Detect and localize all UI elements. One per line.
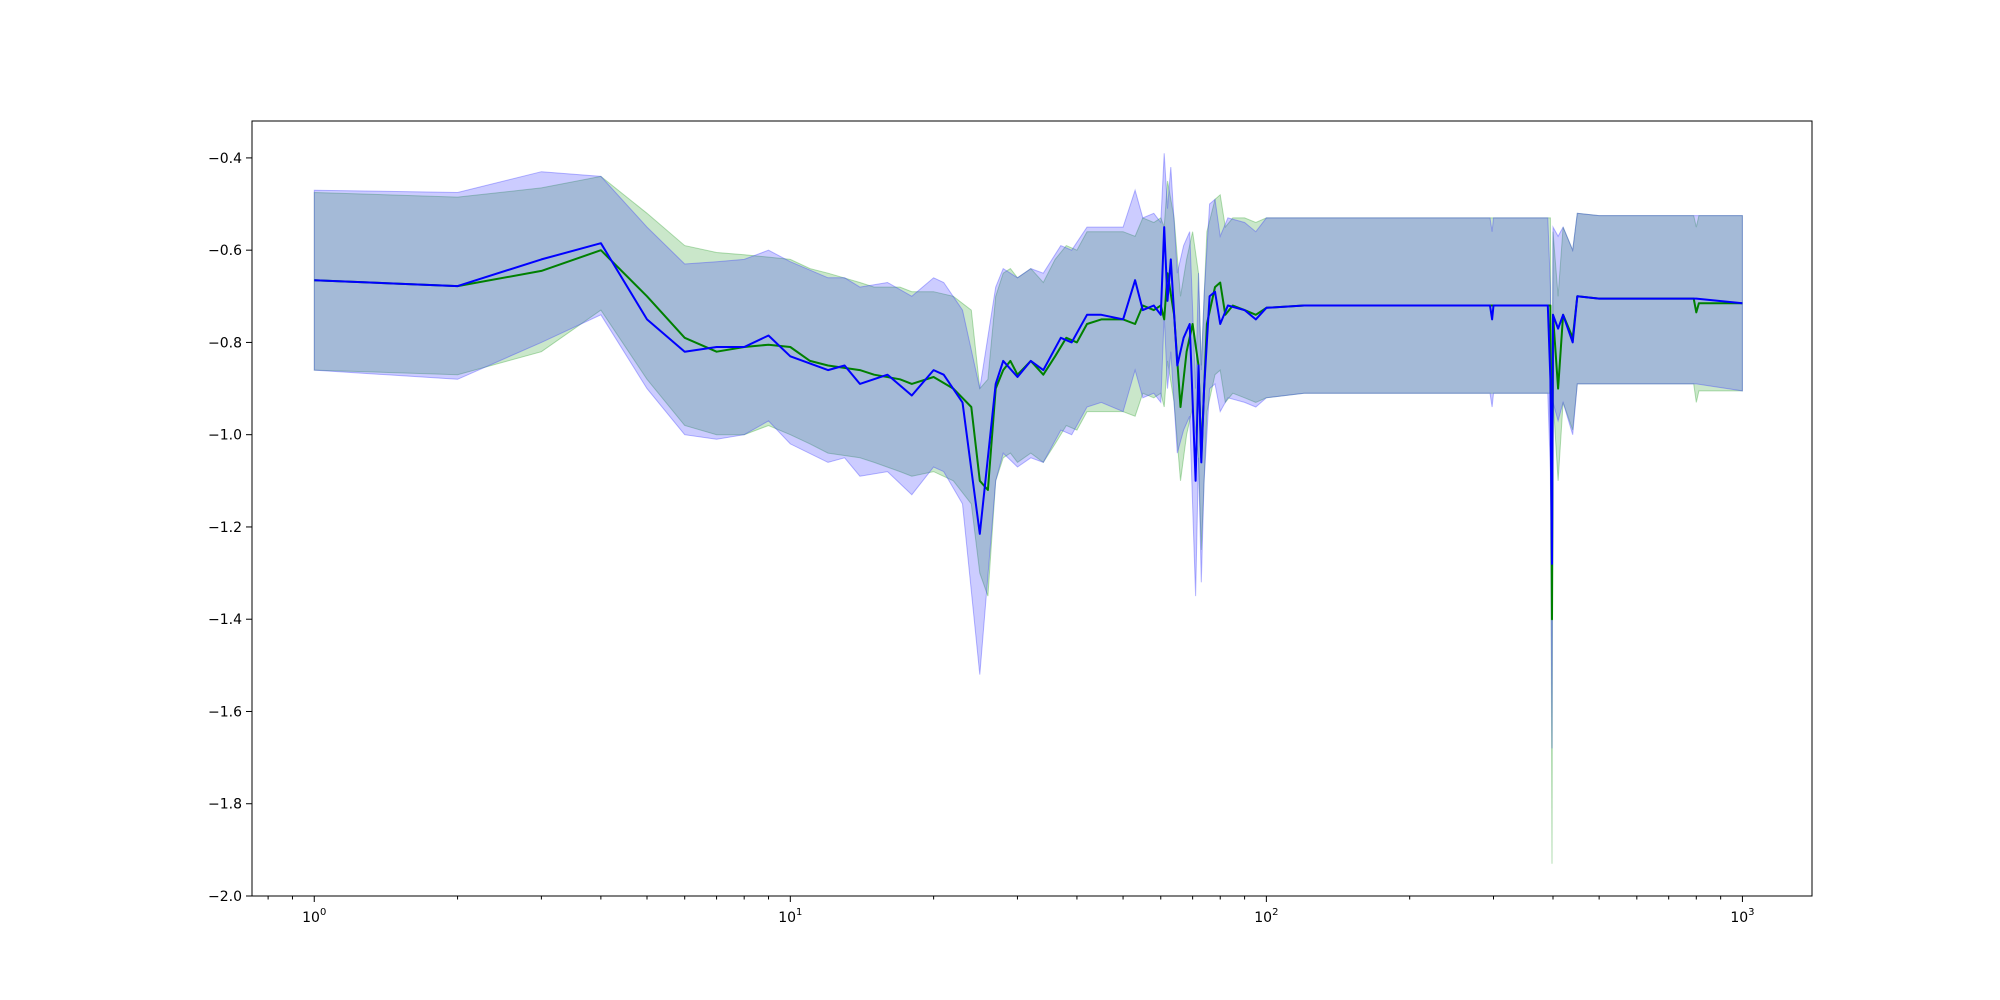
- y-tick-label: −1.2: [208, 520, 242, 536]
- x-tick-label: 103: [1730, 907, 1754, 926]
- series-lines: [314, 226, 1743, 621]
- x-tick-label: 102: [1254, 907, 1278, 926]
- y-tick-label: −1.8: [208, 797, 242, 813]
- x-tick-label: 100: [302, 907, 326, 926]
- x-axis: 100 101 102 103: [267, 896, 1755, 926]
- y-tick-label: −2.0: [208, 889, 242, 905]
- series-2-band: [313, 153, 1743, 749]
- y-tick-label: −0.8: [208, 335, 242, 351]
- plot-frame: [251, 120, 1813, 897]
- y-tick-label: −1.6: [208, 704, 242, 720]
- series-2-line: [314, 226, 1743, 565]
- confidence-bands: [313, 153, 1743, 864]
- x-tick-label: 101: [778, 907, 802, 926]
- y-tick-label: −1.4: [208, 612, 242, 628]
- y-tick-label: −0.4: [208, 151, 242, 167]
- y-tick-label: −0.6: [208, 243, 242, 259]
- series-1-band: [313, 175, 1743, 864]
- y-tick-label: −1.0: [208, 428, 242, 444]
- y-axis: −0.4 −0.6 −0.8 −1.0 −1.2 −1.4 −1.6 −1.8 −2.0: [208, 151, 252, 905]
